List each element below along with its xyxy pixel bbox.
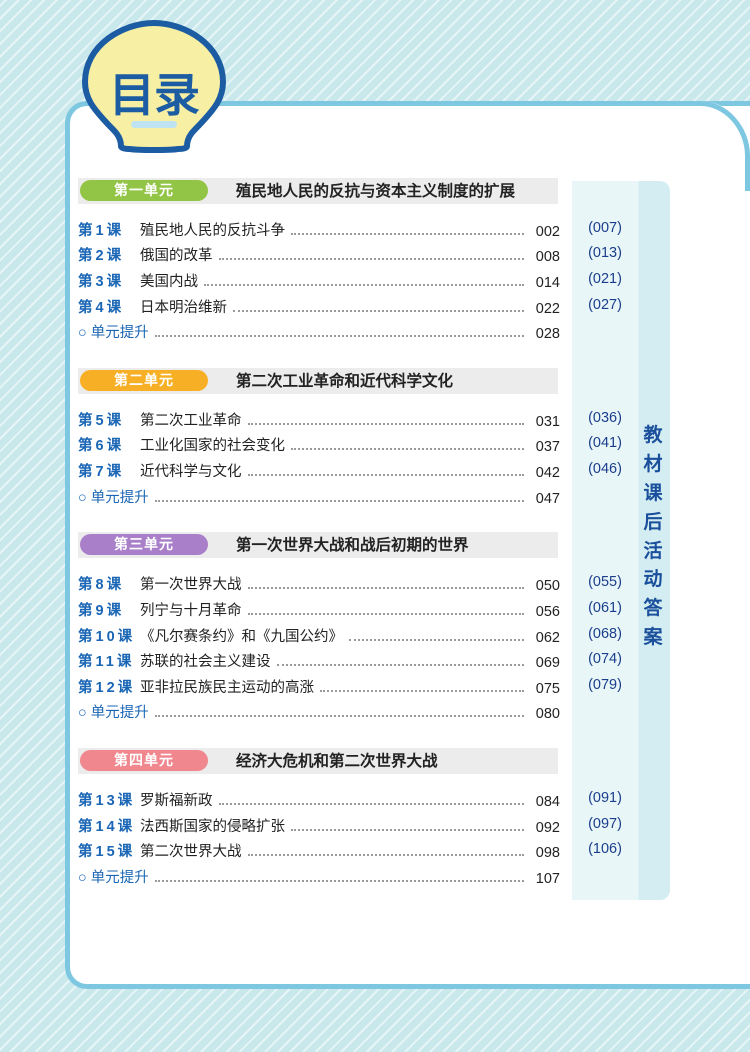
svg-text:目录: 目录 xyxy=(109,69,200,121)
